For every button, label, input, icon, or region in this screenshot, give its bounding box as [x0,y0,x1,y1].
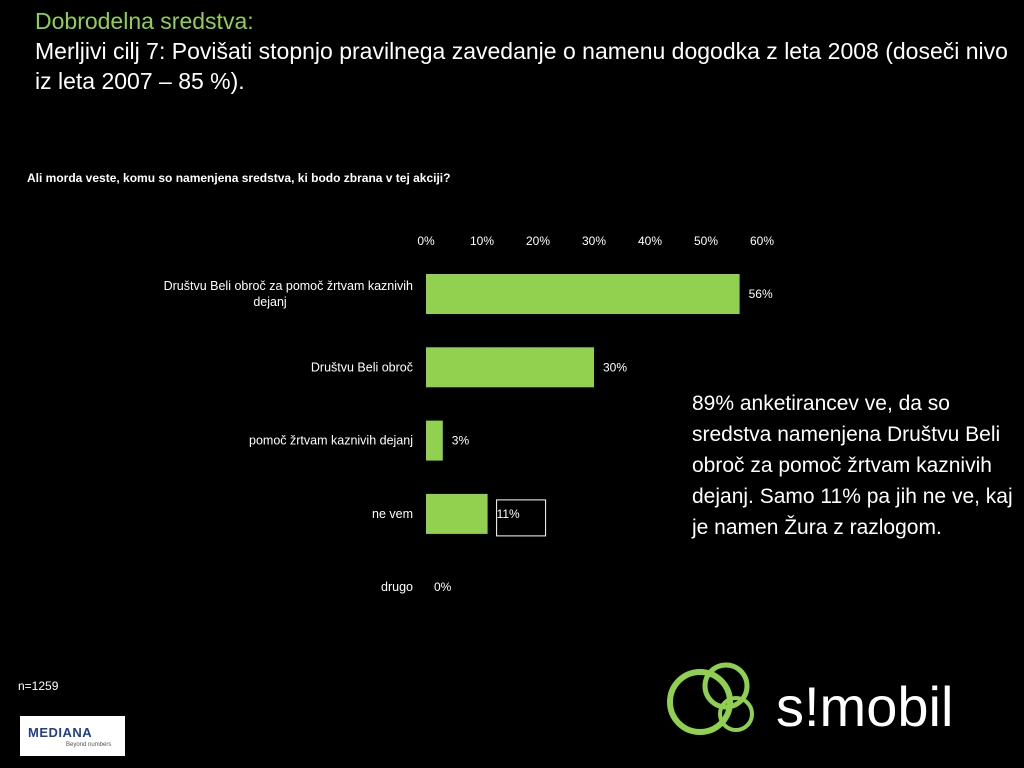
value-label: 3% [452,434,470,448]
sample-size: n=1259 [18,679,59,693]
x-tick-label: 50% [694,234,718,248]
bar [426,347,594,388]
category-label: ne vem [372,507,413,521]
x-tick-label: 60% [750,234,774,248]
category-label: Društvu Beli obroč za pomoč žrtvam kazni… [164,279,413,293]
x-tick-label: 30% [582,234,606,248]
x-tick-label: 20% [526,234,550,248]
bar [426,420,443,461]
summary-note: 89% anketirancev ve, da so sredstva name… [692,392,1013,539]
value-label: 0% [434,580,452,594]
x-tick-label: 10% [470,234,494,248]
category-label: pomoč žrtvam kaznivih dejanj [249,434,413,448]
value-label: 11% [497,507,520,521]
category-label: Društvu Beli obroč [311,360,413,374]
x-tick-label: 40% [638,234,662,248]
title-heading: Dobrodelna sredstva: [35,8,254,34]
chart-question: Ali morda veste, komu so namenjena sreds… [27,171,451,185]
x-tick-label: 0% [417,234,435,248]
mediana-logo-tagline: Beyond numbers [66,742,112,748]
value-label-box [496,499,547,537]
mediana-logo: MEDIANA Beyond numbers [20,716,125,756]
smobil-logo-text: s!mobil [776,675,953,738]
category-label: drugo [381,580,413,594]
value-label: 30% [603,360,627,374]
slide-title: Dobrodelna sredstva: Merljivi cilj 7: Po… [35,6,1020,96]
bar [426,274,740,314]
mediana-logo-text: MEDIANA [28,725,93,740]
bar [426,493,488,534]
title-subtitle: Merljivi cilj 7: Povišati stopnjo pravil… [35,38,1008,94]
category-label: dejanj [253,295,286,309]
smobil-logo: s!mobil [667,662,953,738]
value-label: 56% [749,287,773,301]
